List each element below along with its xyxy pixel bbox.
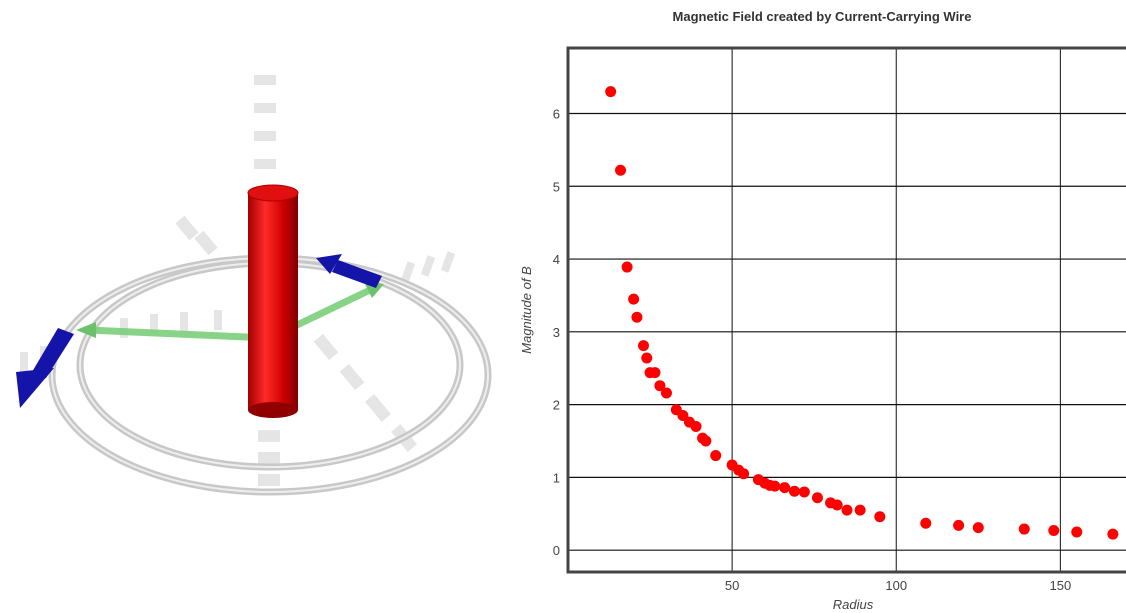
data-point	[831, 499, 843, 511]
x-tick-label: 150	[1050, 578, 1072, 593]
data-point	[788, 485, 800, 497]
y-tick-label: 6	[553, 107, 560, 122]
data-point	[621, 261, 633, 273]
data-point	[738, 468, 750, 480]
data-point	[953, 519, 965, 531]
data-point	[1071, 526, 1083, 538]
y-tick-label: 3	[553, 325, 560, 340]
gridlines	[568, 48, 1126, 572]
wire-field-scene	[16, 75, 492, 496]
data-point	[605, 86, 617, 98]
data-points	[605, 86, 1119, 540]
data-point	[1018, 523, 1030, 535]
data-point	[700, 435, 712, 447]
data-point	[690, 420, 702, 432]
data-point	[769, 480, 781, 492]
data-point	[628, 293, 640, 305]
data-point	[660, 387, 672, 399]
x-tick-label: 100	[885, 578, 907, 593]
data-point	[615, 164, 627, 176]
data-point	[779, 482, 791, 494]
data-point	[631, 311, 643, 323]
data-point	[920, 517, 932, 529]
current-carrying-wire	[247, 184, 299, 418]
y-tick-label: 0	[553, 543, 560, 558]
data-point	[854, 504, 866, 516]
data-point	[637, 340, 649, 352]
data-point	[811, 492, 823, 504]
y-axis-label: Magnitude of B	[519, 266, 534, 354]
x-tick-label: 50	[725, 578, 739, 593]
x-axis-label: Radius	[833, 597, 874, 612]
data-point	[710, 450, 722, 462]
data-point	[972, 522, 984, 534]
data-point	[841, 504, 853, 516]
tick-labels: 50 100 150 0 1 2 3 4 5 6	[553, 107, 1071, 594]
chart-title: Magnetic Field created by Current-Carryi…	[673, 9, 972, 24]
data-point	[1107, 528, 1119, 540]
data-point	[654, 380, 666, 392]
data-point	[649, 367, 661, 379]
y-tick-label: 4	[553, 252, 560, 267]
y-tick-label: 1	[553, 470, 560, 485]
y-tick-label: 2	[553, 398, 560, 413]
data-point	[641, 352, 653, 364]
field-vector-arrow	[16, 254, 382, 408]
data-point	[798, 486, 810, 498]
data-point	[874, 511, 886, 523]
y-tick-label: 5	[553, 179, 560, 194]
data-point	[1048, 525, 1060, 537]
plot-frame	[566, 46, 1126, 574]
